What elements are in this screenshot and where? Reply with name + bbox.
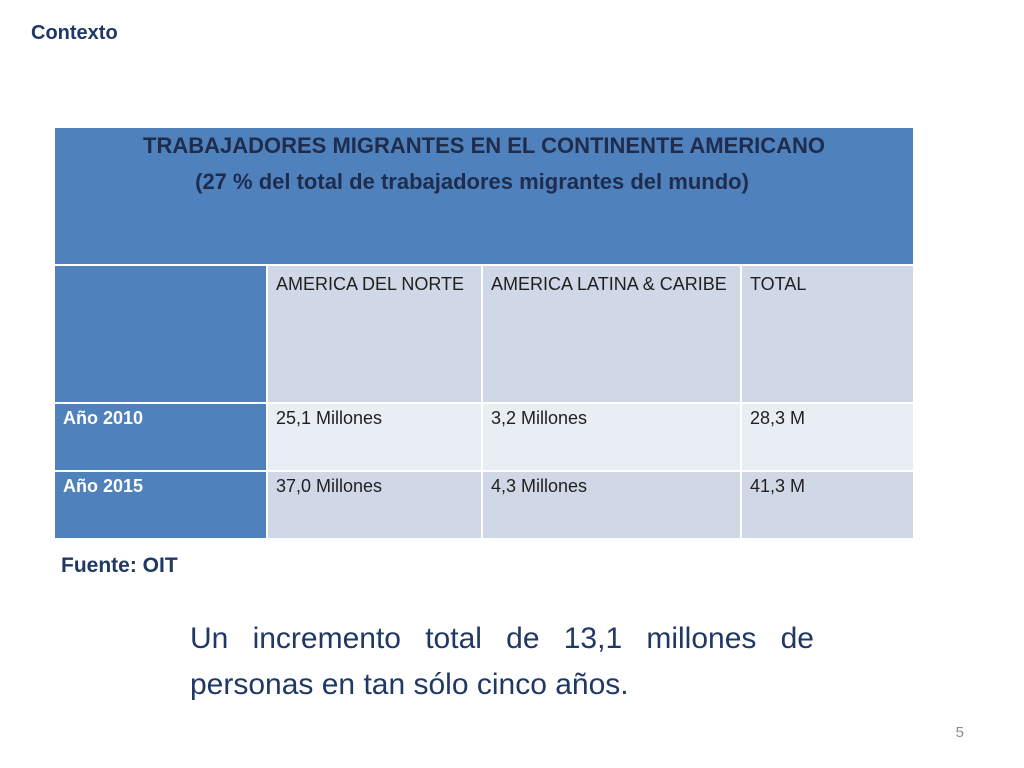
cell-2015-north-america: 37,0 Millones — [266, 470, 483, 540]
row-label-2015: Año 2015 — [53, 470, 268, 540]
column-header-total: TOTAL — [739, 264, 916, 404]
section-title: Contexto — [31, 22, 118, 44]
cell-2010-latin-america: 3,2 Millones — [481, 402, 742, 472]
corner-cell — [53, 264, 268, 404]
column-header-latin-america: AMERICA LATINA & CARIBE — [481, 264, 742, 404]
cell-2015-total: 41,3 M — [739, 470, 916, 540]
table-title-cell: TRABAJADORES MIGRANTES EN EL CONTINENTE … — [52, 126, 916, 266]
table-row: Año 2015 37,0 Millones 4,3 Millones 41,3… — [53, 470, 916, 540]
migrant-workers-table: TRABAJADORES MIGRANTES EN EL CONTINENTE … — [52, 126, 916, 540]
summary-text: Un incremento total de 13,1 millones de … — [190, 622, 814, 701]
table-title-row: TRABAJADORES MIGRANTES EN EL CONTINENTE … — [52, 126, 916, 266]
cell-2010-total: 28,3 M — [739, 402, 916, 472]
cell-2015-latin-america: 4,3 Millones — [481, 470, 742, 540]
row-label-2010: Año 2010 — [53, 402, 268, 472]
table-subtitle: (27 % del total de trabajadores migrante… — [195, 169, 749, 194]
cell-2010-north-america: 25,1 Millones — [266, 402, 483, 472]
column-header-north-america: AMERICA DEL NORTE — [266, 264, 483, 404]
column-header-row: AMERICA DEL NORTE AMERICA LATINA & CARIB… — [53, 264, 916, 404]
page-number: 5 — [955, 724, 964, 741]
table-row: Año 2010 25,1 Millones 3,2 Millones 28,3… — [53, 402, 916, 472]
source-note: Fuente: OIT — [61, 554, 178, 577]
table-title: TRABAJADORES MIGRANTES EN EL CONTINENTE … — [143, 133, 826, 158]
